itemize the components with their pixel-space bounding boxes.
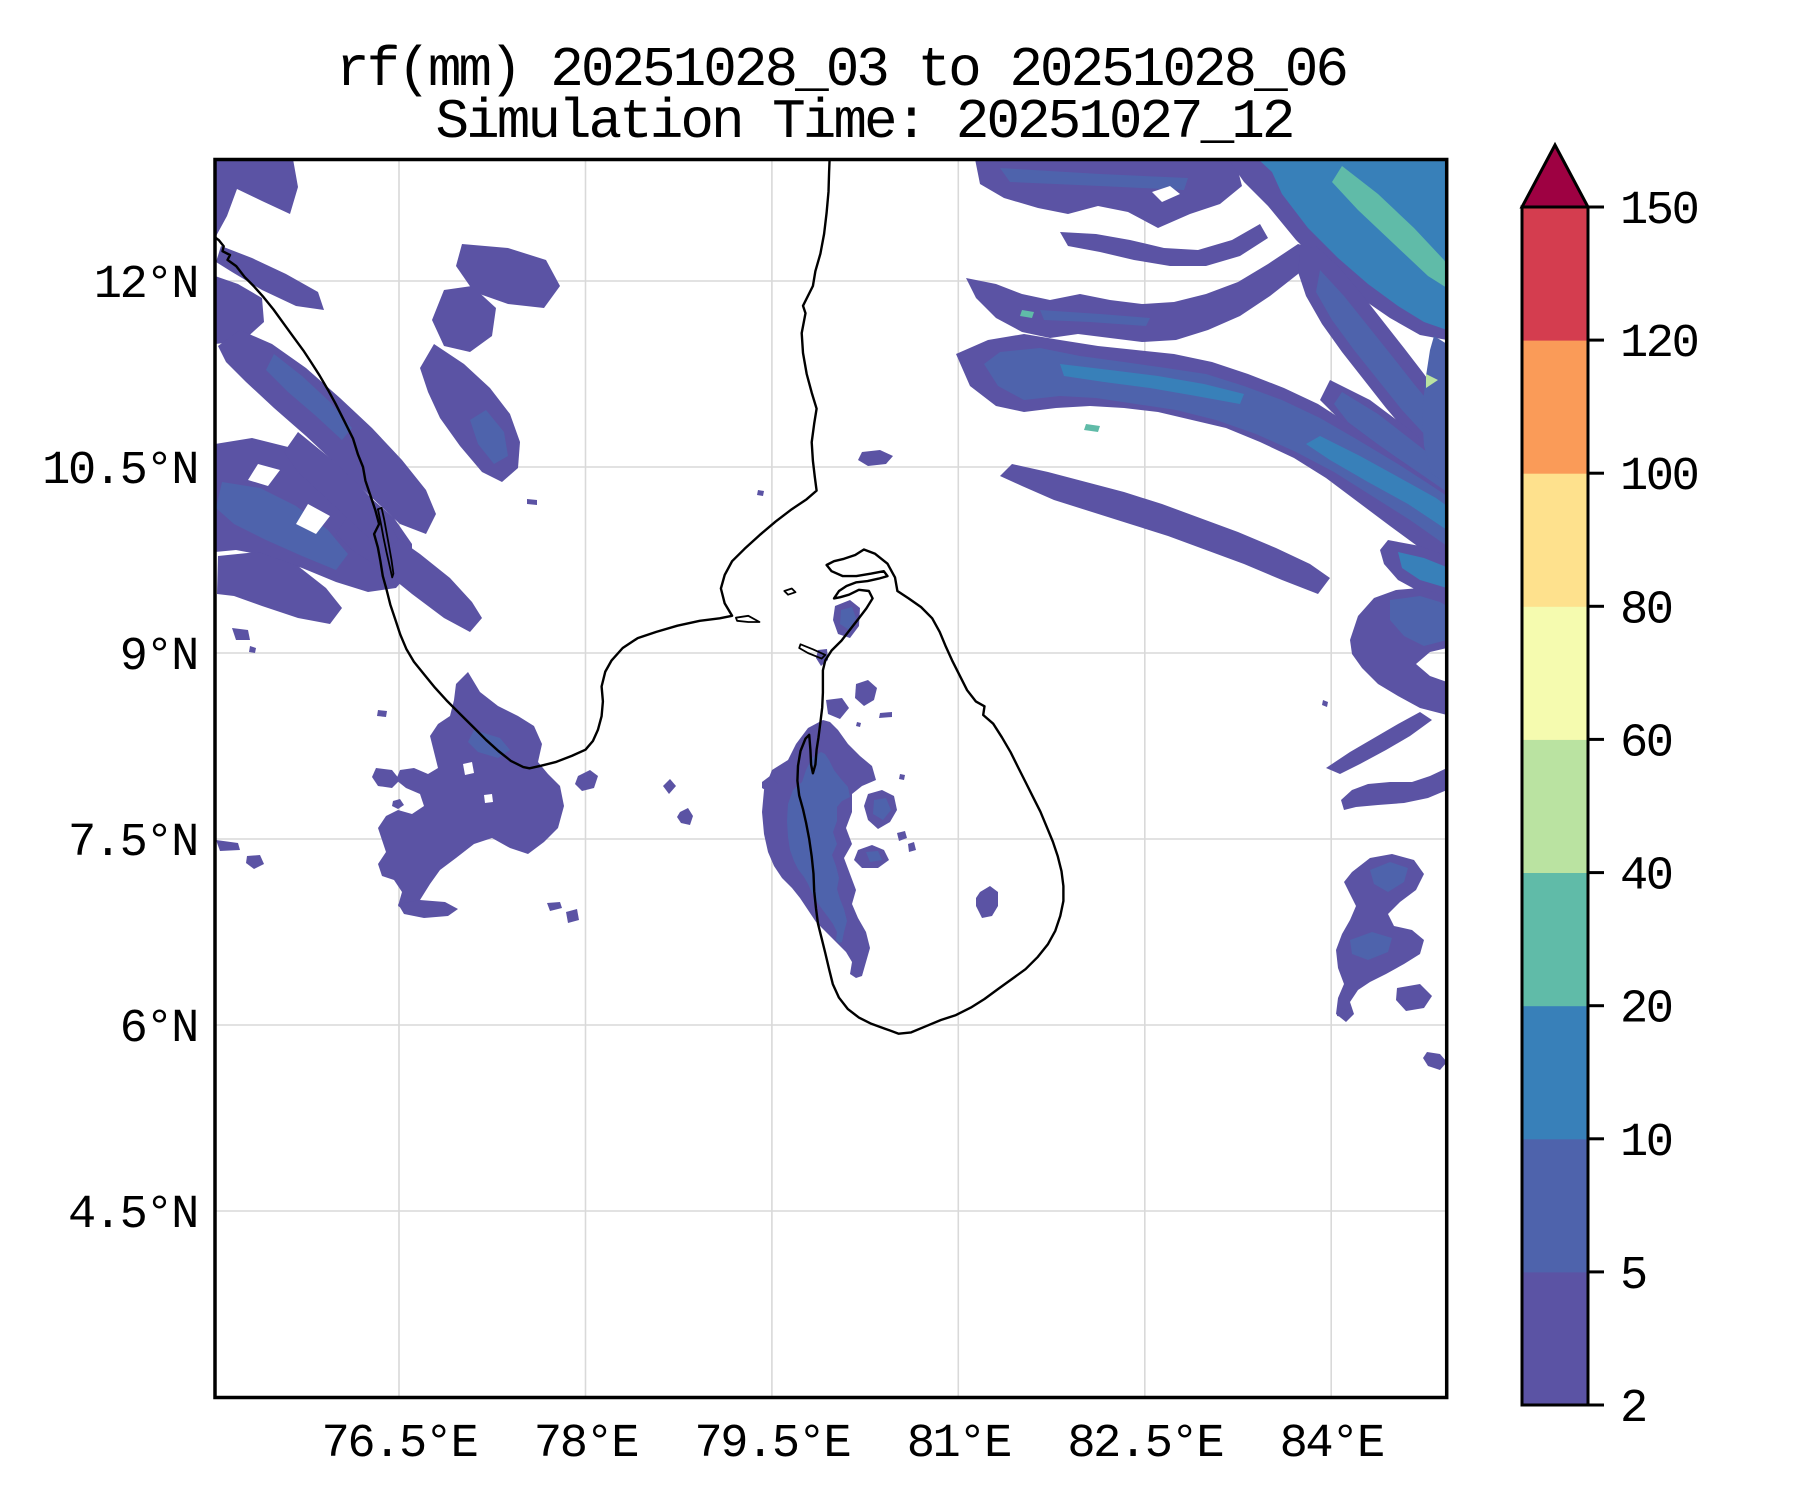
svg-text:82.5°E: 82.5°E xyxy=(1067,1418,1222,1471)
svg-text:Simulation Time: 20251027_12: Simulation Time: 20251027_12 xyxy=(436,90,1293,154)
svg-text:79.5°E: 79.5°E xyxy=(694,1418,849,1471)
svg-text:76.5°E: 76.5°E xyxy=(322,1418,477,1471)
svg-text:10.5°N: 10.5°N xyxy=(42,445,197,498)
svg-text:81°E: 81°E xyxy=(907,1418,1010,1471)
svg-text:10: 10 xyxy=(1620,1117,1672,1170)
svg-text:20: 20 xyxy=(1620,984,1672,1037)
svg-text:4.5°N: 4.5°N xyxy=(68,1189,197,1242)
svg-text:100: 100 xyxy=(1620,451,1698,504)
svg-text:120: 120 xyxy=(1620,318,1698,371)
svg-text:150: 150 xyxy=(1620,185,1698,238)
svg-text:5: 5 xyxy=(1620,1250,1646,1303)
svg-text:7.5°N: 7.5°N xyxy=(68,817,197,870)
svg-text:84°E: 84°E xyxy=(1280,1418,1383,1471)
svg-text:9°N: 9°N xyxy=(120,631,197,684)
svg-text:40: 40 xyxy=(1620,851,1672,904)
svg-text:60: 60 xyxy=(1620,717,1672,770)
svg-text:6°N: 6°N xyxy=(120,1003,197,1056)
svg-text:2: 2 xyxy=(1620,1383,1646,1436)
svg-text:rf(mm) 20251028_03 to 20251028: rf(mm) 20251028_03 to 20251028_06 xyxy=(336,38,1346,102)
svg-text:12°N: 12°N xyxy=(94,259,197,312)
svg-text:80: 80 xyxy=(1620,584,1672,637)
svg-text:78°E: 78°E xyxy=(534,1418,637,1471)
